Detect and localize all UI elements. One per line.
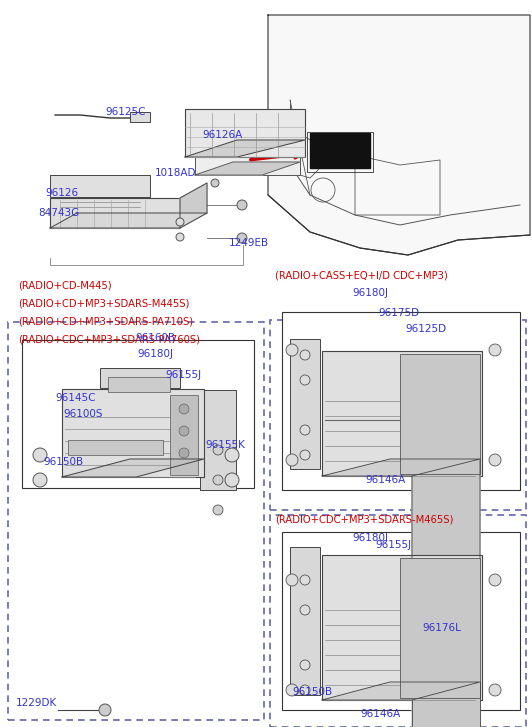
Bar — [22, 340, 254, 488]
Circle shape — [300, 350, 310, 360]
Circle shape — [176, 218, 184, 226]
Circle shape — [179, 404, 189, 414]
Text: 84743G: 84743G — [38, 208, 79, 218]
Bar — [50, 175, 150, 197]
Bar — [170, 395, 198, 475]
Polygon shape — [62, 459, 204, 477]
Circle shape — [300, 575, 310, 585]
Text: 1018AD: 1018AD — [155, 168, 196, 178]
Text: 96155J: 96155J — [165, 370, 201, 380]
Text: 96160B: 96160B — [135, 333, 175, 343]
Circle shape — [286, 684, 298, 696]
Circle shape — [179, 448, 189, 458]
Bar — [282, 532, 520, 710]
Text: 96176L: 96176L — [422, 623, 461, 633]
Circle shape — [489, 344, 501, 356]
Circle shape — [99, 704, 111, 716]
Text: 96146A: 96146A — [360, 709, 400, 719]
Circle shape — [300, 450, 310, 460]
Bar — [50, 198, 180, 228]
Polygon shape — [322, 682, 480, 700]
Text: (RADIO+CD+MP3+SDARS-M445S): (RADIO+CD+MP3+SDARS-M445S) — [18, 299, 189, 309]
Circle shape — [176, 233, 184, 241]
Circle shape — [33, 473, 47, 487]
Bar — [290, 339, 320, 469]
Bar — [400, 558, 480, 698]
Text: 96145C: 96145C — [55, 393, 96, 403]
Bar — [307, 132, 373, 172]
Text: (RADIO+CD+MP3+SDARS-PA710S): (RADIO+CD+MP3+SDARS-PA710S) — [18, 317, 193, 327]
Circle shape — [286, 574, 298, 586]
Bar — [282, 312, 520, 490]
Circle shape — [225, 448, 239, 462]
Circle shape — [33, 448, 47, 462]
Circle shape — [237, 200, 247, 210]
Circle shape — [300, 685, 310, 695]
Text: 96125D: 96125D — [405, 324, 446, 334]
Bar — [62, 389, 204, 477]
Polygon shape — [180, 183, 207, 228]
Circle shape — [179, 426, 189, 436]
Circle shape — [300, 425, 310, 435]
Polygon shape — [412, 682, 480, 727]
Text: 96125C: 96125C — [105, 107, 145, 117]
Text: 1249EB: 1249EB — [229, 238, 269, 248]
Text: 96180J: 96180J — [137, 349, 173, 359]
Circle shape — [286, 454, 298, 466]
Text: 96126A: 96126A — [202, 130, 242, 140]
Polygon shape — [50, 213, 207, 228]
Bar — [108, 377, 170, 392]
Polygon shape — [195, 162, 300, 175]
Circle shape — [211, 179, 219, 187]
Text: 96146A: 96146A — [365, 475, 405, 485]
Text: (RADIO+CDC+MP3+SDARS-M465S): (RADIO+CDC+MP3+SDARS-M465S) — [275, 515, 453, 525]
Circle shape — [237, 233, 247, 243]
Bar — [68, 440, 163, 455]
Bar — [200, 390, 236, 490]
Circle shape — [489, 454, 501, 466]
Bar — [270, 515, 526, 727]
Polygon shape — [268, 15, 530, 255]
Circle shape — [489, 684, 501, 696]
Bar — [310, 133, 370, 168]
Polygon shape — [412, 459, 480, 601]
Text: 1229DK: 1229DK — [16, 698, 57, 708]
Circle shape — [286, 344, 298, 356]
Bar — [400, 354, 480, 474]
Circle shape — [489, 574, 501, 586]
Text: 96180J: 96180J — [352, 533, 388, 543]
Bar — [130, 112, 150, 122]
Polygon shape — [322, 459, 480, 476]
Bar — [100, 368, 180, 388]
Bar — [185, 109, 305, 157]
Bar — [270, 320, 526, 510]
Circle shape — [213, 475, 223, 485]
Text: 96150B: 96150B — [43, 457, 83, 467]
Circle shape — [213, 505, 223, 515]
Circle shape — [300, 660, 310, 670]
Text: 96126: 96126 — [45, 188, 78, 198]
Bar — [195, 153, 300, 175]
Text: (RADIO+CASS+EQ+I/D CDC+MP3): (RADIO+CASS+EQ+I/D CDC+MP3) — [275, 270, 448, 280]
Text: 96175D: 96175D — [378, 308, 419, 318]
Text: (RADIO+CDC+MP3+SDARS-PA760S): (RADIO+CDC+MP3+SDARS-PA760S) — [18, 335, 200, 345]
Polygon shape — [185, 140, 305, 157]
Text: 96155K: 96155K — [205, 440, 245, 450]
Circle shape — [300, 605, 310, 615]
Bar — [322, 555, 482, 700]
Text: 96155J: 96155J — [375, 540, 411, 550]
Text: 96100S: 96100S — [63, 409, 103, 419]
Bar — [322, 351, 482, 476]
Bar — [8, 322, 264, 720]
Text: (RADIO+CD-M445): (RADIO+CD-M445) — [18, 281, 112, 291]
Text: 96180J: 96180J — [352, 288, 388, 298]
Circle shape — [300, 375, 310, 385]
Bar — [290, 547, 320, 695]
Circle shape — [213, 445, 223, 455]
Text: 96150B: 96150B — [292, 687, 332, 697]
Circle shape — [225, 473, 239, 487]
